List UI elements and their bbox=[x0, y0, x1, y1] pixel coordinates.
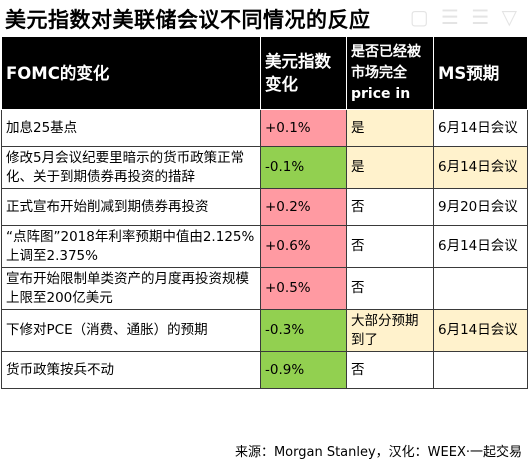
table-row: 货币政策按兵不动 -0.9% 否 bbox=[1, 351, 528, 389]
change-cell: +0.5% bbox=[260, 267, 347, 310]
change-cell: -0.9% bbox=[260, 351, 347, 389]
change-cell: -0.1% bbox=[260, 146, 347, 189]
priced-in-cell: 是 bbox=[346, 146, 434, 189]
header-fomc-change: FOMC的变化 bbox=[1, 36, 261, 110]
priced-in-cell: 大部分预期到了 bbox=[346, 309, 434, 352]
priced-in-cell: 否 bbox=[346, 188, 434, 226]
page-title: 美元指数对美联储会议不同情况的反应 bbox=[5, 8, 371, 32]
event-cell: 宣布开始限制单类资产的月度再投资规模上限至200亿美元 bbox=[1, 267, 261, 310]
ms-forecast-cell bbox=[433, 351, 528, 389]
event-cell: 修改5月会议纪要里暗示的货币政策正常化、关于到期债券再投资的措辞 bbox=[1, 146, 261, 189]
table-row: 修改5月会议纪要里暗示的货币政策正常化、关于到期债券再投资的措辞 -0.1% 是… bbox=[1, 146, 528, 189]
table-row: 宣布开始限制单类资产的月度再投资规模上限至200亿美元 +0.5% 否 bbox=[1, 267, 528, 310]
event-cell: 货币政策按兵不动 bbox=[1, 351, 261, 389]
priced-in-cell: 否 bbox=[346, 351, 434, 389]
ms-forecast-cell: 6月14日会议 bbox=[433, 109, 528, 147]
table-header-row: FOMC的变化 美元指数变化 是否已经被市场完全price in MS预期 bbox=[1, 36, 528, 110]
header-dollar-index-change: 美元指数变化 bbox=[260, 36, 347, 110]
ms-forecast-cell bbox=[433, 267, 528, 310]
event-cell: 正式宣布开始削减到期债券再投资 bbox=[1, 188, 261, 226]
priced-in-cell: 否 bbox=[346, 225, 434, 268]
fomc-table: FOMC的变化 美元指数变化 是否已经被市场完全price in MS预期 加息… bbox=[1, 36, 528, 389]
change-cell: -0.3% bbox=[260, 309, 347, 352]
header-ms-forecast: MS预期 bbox=[433, 36, 528, 110]
priced-in-cell: 是 bbox=[346, 109, 434, 147]
ms-forecast-cell: 6月14日会议 bbox=[433, 225, 528, 268]
change-cell: +0.6% bbox=[260, 225, 347, 268]
header-priced-in: 是否已经被市场完全price in bbox=[346, 36, 434, 110]
ms-forecast-cell: 6月14日会议 bbox=[433, 146, 528, 189]
watermark: ▢ ☰ ☰ ▽ bbox=[409, 5, 520, 29]
source-note: 来源：Morgan Stanley，汉化：WEEX·一起交易 bbox=[234, 445, 522, 460]
table-row: “点阵图”2018年利率预期中值由2.125%上调至2.375% +0.6% 否… bbox=[1, 225, 528, 268]
table-row: 加息25基点 +0.1% 是 6月14日会议 bbox=[1, 109, 528, 147]
table-row: 正式宣布开始削减到期债券再投资 +0.2% 否 9月20日会议 bbox=[1, 188, 528, 226]
table-row: 下修对PCE（消费、通胀）的预期 -0.3% 大部分预期到了 6月14日会议 bbox=[1, 309, 528, 352]
event-cell: “点阵图”2018年利率预期中值由2.125%上调至2.375% bbox=[1, 225, 261, 268]
ms-forecast-cell: 9月20日会议 bbox=[433, 188, 528, 226]
priced-in-cell: 否 bbox=[346, 267, 434, 310]
ms-forecast-cell: 6月14日会议 bbox=[433, 309, 528, 352]
change-cell: +0.2% bbox=[260, 188, 347, 226]
event-cell: 下修对PCE（消费、通胀）的预期 bbox=[1, 309, 261, 352]
change-cell: +0.1% bbox=[260, 109, 347, 147]
event-cell: 加息25基点 bbox=[1, 109, 261, 147]
title-bar: 美元指数对美联储会议不同情况的反应 ▢ ☰ ☰ ▽ bbox=[0, 0, 528, 36]
